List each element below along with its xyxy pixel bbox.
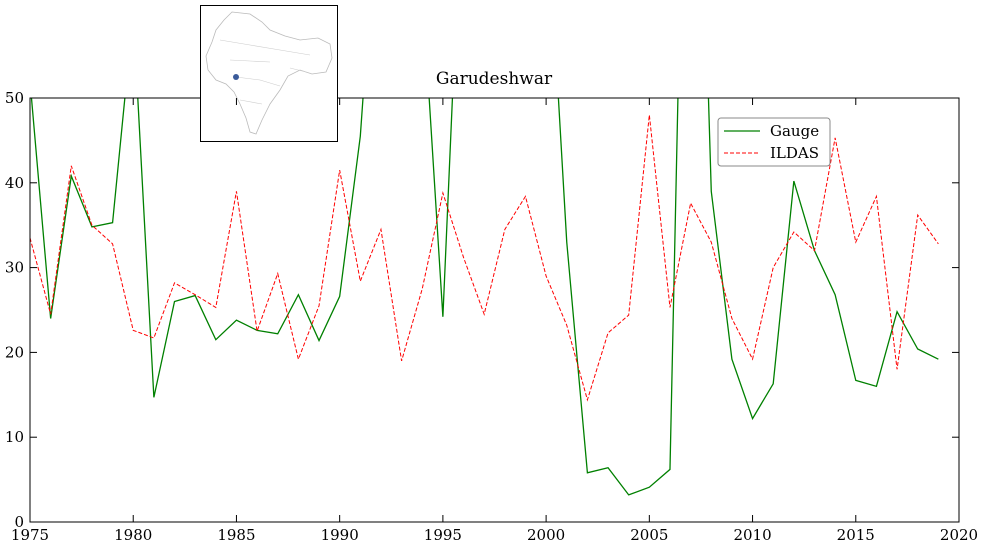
legend-label: Gauge — [770, 122, 819, 140]
plot-frame — [29, 97, 960, 523]
y-tick-label: 30 — [5, 259, 24, 277]
x-tick-label: 1985 — [217, 526, 255, 544]
chart-title: Garudeshwar — [436, 69, 553, 89]
x-tick-label: 2005 — [630, 526, 668, 544]
inset-station — [233, 74, 239, 80]
inset-outline — [205, 11, 333, 135]
x-tick-label: 2015 — [837, 526, 875, 544]
legend-box — [717, 117, 831, 167]
inset-rivers — [219, 39, 311, 105]
x-tick-label: 2020 — [940, 526, 978, 544]
x-tick-label: 2010 — [733, 526, 771, 544]
x-tick-label: 1990 — [321, 526, 359, 544]
y-tick-label: 40 — [5, 174, 24, 192]
inset-map — [200, 5, 338, 142]
x-tick-label: 2000 — [527, 526, 565, 544]
legend-label: ILDAS — [770, 144, 819, 162]
y-tick-label: 10 — [5, 428, 24, 446]
series-line — [30, 114, 939, 402]
y-tick-label: 50 — [5, 89, 24, 107]
y-tick-label: 20 — [5, 343, 24, 361]
x-tick-label: 1995 — [424, 526, 462, 544]
x-tick-label: 1975 — [11, 526, 49, 544]
series-line — [30, 98, 939, 496]
x-tick-label: 1980 — [114, 526, 152, 544]
y-tick-label: 0 — [14, 513, 24, 531]
plot-area — [30, 98, 939, 496]
